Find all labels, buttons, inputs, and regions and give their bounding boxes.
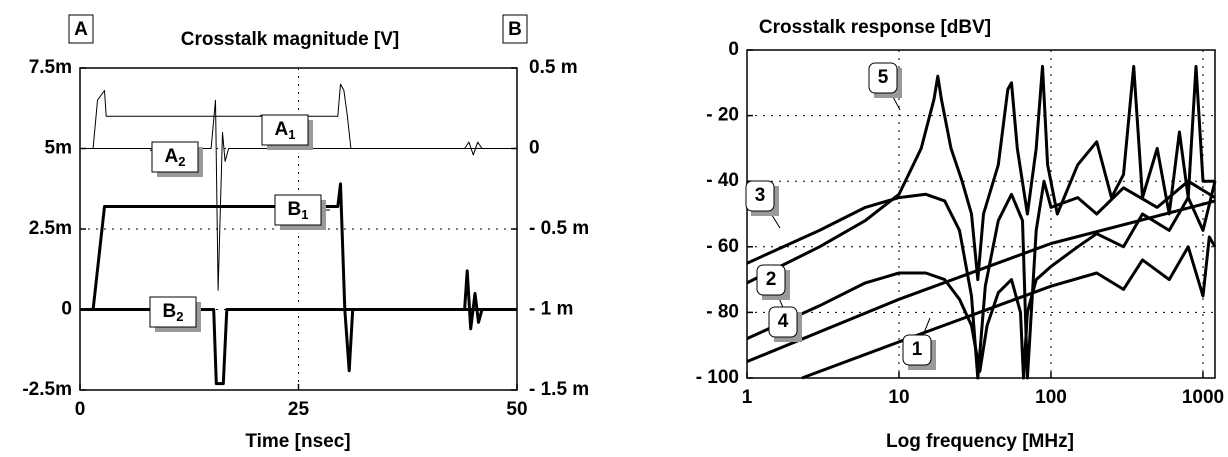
axis-label-box bbox=[68, 14, 94, 44]
x-tick-label: 50 bbox=[506, 399, 527, 420]
x-tick-label: 100 bbox=[1035, 387, 1067, 408]
series-line bbox=[746, 180, 1217, 380]
series-line bbox=[80, 99, 517, 291]
legend-label: B2 bbox=[163, 301, 184, 324]
y-tick-label: 7.5m bbox=[29, 57, 72, 78]
callout-box bbox=[768, 306, 798, 338]
y2-tick-label: 0 bbox=[529, 138, 540, 159]
series-line bbox=[746, 179, 1216, 380]
callout-box bbox=[274, 194, 322, 226]
x-tick-label: 1 bbox=[742, 387, 753, 408]
y-axis-title: A bbox=[74, 19, 88, 40]
series-line bbox=[80, 269, 517, 386]
x-tick-label: 25 bbox=[288, 399, 310, 420]
y-tick-label: - 40 bbox=[706, 170, 739, 191]
legend-label: 2 bbox=[766, 269, 777, 290]
x-axis-title: Time [nsec] bbox=[245, 431, 350, 452]
y-tick-label: 2.5m bbox=[29, 218, 72, 239]
legend-label: A2 bbox=[165, 146, 186, 169]
callout-box bbox=[261, 114, 309, 146]
series-line bbox=[80, 83, 517, 149]
callout-box bbox=[902, 334, 932, 366]
callout-box bbox=[745, 180, 775, 212]
y-tick-label: - 80 bbox=[706, 301, 739, 322]
y-tick-label: 5m bbox=[45, 138, 72, 159]
x-tick-label: 10 bbox=[888, 387, 909, 408]
callout-box bbox=[868, 62, 898, 94]
y2-tick-label: 0.5 m bbox=[529, 57, 578, 78]
legend-label: 3 bbox=[755, 185, 766, 206]
axis-label-box bbox=[502, 14, 528, 44]
legend-label: 4 bbox=[778, 311, 789, 332]
chart-title: Crosstalk magnitude [V] bbox=[181, 29, 400, 50]
x-tick-label: 0 bbox=[75, 399, 86, 420]
series-line bbox=[801, 235, 1217, 380]
callout-box bbox=[149, 296, 197, 328]
legend-label: A1 bbox=[275, 119, 296, 142]
legend-label: B1 bbox=[288, 199, 309, 222]
y2-tick-label: - 1.5 m bbox=[529, 379, 589, 400]
y2-tick-label: - 0.5 m bbox=[529, 218, 589, 239]
series-line bbox=[746, 199, 1216, 363]
plot-frame bbox=[746, 49, 1216, 379]
y-tick-label: - 60 bbox=[706, 236, 739, 257]
callout-box bbox=[756, 264, 786, 296]
x-axis-title: Log frequency [MHz] bbox=[886, 431, 1074, 452]
legend-label: 5 bbox=[878, 67, 889, 88]
series-line bbox=[746, 64, 1215, 285]
chart-title: Crosstalk response [dBV] bbox=[759, 17, 991, 38]
x-tick-label: 1000 bbox=[1182, 387, 1224, 408]
callout-box bbox=[151, 141, 199, 173]
y-tick-label: - 100 bbox=[696, 367, 739, 388]
legend-label: 1 bbox=[912, 339, 923, 360]
y2-tick-label: - 1 m bbox=[529, 299, 573, 320]
series-line bbox=[80, 182, 517, 373]
y-tick-label: -2.5m bbox=[22, 379, 72, 400]
y-tick-label: 0 bbox=[728, 39, 739, 60]
y-tick-label: - 20 bbox=[706, 105, 739, 126]
y2-axis-title: B bbox=[508, 19, 522, 40]
y-tick-label: 0 bbox=[61, 299, 72, 320]
